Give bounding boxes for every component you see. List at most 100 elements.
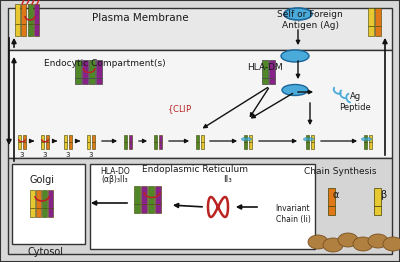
Bar	[129, 142, 132, 149]
Bar	[41, 142, 44, 149]
Text: Chain Synthesis: Chain Synthesis	[304, 167, 376, 177]
Bar	[364, 142, 367, 149]
Bar	[375, 8, 381, 26]
Bar	[30, 190, 35, 208]
Bar	[42, 190, 47, 208]
Bar	[155, 186, 161, 204]
Ellipse shape	[362, 138, 366, 141]
Text: 3: 3	[43, 152, 47, 158]
Bar	[28, 24, 33, 36]
Bar	[87, 135, 90, 142]
Bar	[124, 135, 127, 142]
Bar	[69, 142, 72, 149]
Bar	[36, 208, 41, 217]
Bar	[69, 135, 72, 142]
Bar	[90, 164, 315, 249]
Bar	[48, 208, 53, 217]
Text: II₃: II₃	[224, 176, 232, 184]
Text: Golgi: Golgi	[30, 175, 54, 185]
Bar	[34, 4, 39, 24]
Bar	[311, 135, 314, 142]
Text: HLA-DM: HLA-DM	[247, 63, 283, 73]
Ellipse shape	[281, 50, 309, 62]
Bar	[92, 135, 95, 142]
Bar	[18, 135, 21, 142]
Bar	[369, 142, 372, 149]
Bar	[201, 142, 204, 149]
Bar	[64, 142, 67, 149]
Bar	[134, 186, 140, 204]
Ellipse shape	[284, 8, 312, 20]
Bar	[82, 60, 88, 78]
Bar	[154, 142, 157, 149]
Bar	[8, 158, 392, 254]
Bar	[374, 206, 381, 215]
Bar	[75, 60, 81, 78]
Bar	[249, 135, 252, 142]
Bar	[96, 78, 102, 84]
Bar	[196, 142, 199, 149]
Bar	[89, 60, 95, 78]
Bar	[368, 26, 374, 36]
Bar	[328, 188, 335, 206]
Bar	[34, 24, 39, 36]
Bar	[369, 135, 372, 142]
Bar	[374, 188, 381, 206]
Text: $\mathsf{\{}$CLIP: $\mathsf{\{}$CLIP	[168, 104, 192, 116]
Bar	[262, 78, 268, 84]
Bar	[92, 142, 95, 149]
Text: 3: 3	[20, 152, 24, 158]
Bar	[46, 142, 49, 149]
Bar	[196, 135, 199, 142]
Bar	[262, 60, 268, 78]
Bar	[159, 135, 162, 142]
Bar	[23, 142, 26, 149]
Bar	[124, 142, 127, 149]
Bar	[129, 135, 132, 142]
Bar	[87, 142, 90, 149]
Bar	[269, 60, 275, 78]
Bar	[18, 142, 21, 149]
Bar	[8, 8, 392, 50]
Bar	[28, 4, 33, 24]
Ellipse shape	[338, 233, 358, 247]
Ellipse shape	[242, 138, 246, 141]
Bar	[244, 135, 247, 142]
Bar	[368, 8, 374, 26]
Bar	[364, 135, 367, 142]
Bar	[42, 208, 47, 217]
Text: 3: 3	[89, 152, 93, 158]
Bar	[249, 142, 252, 149]
Bar	[21, 24, 26, 36]
Bar	[89, 78, 95, 84]
Text: Invariant
Chain (Ii): Invariant Chain (Ii)	[276, 204, 310, 224]
Bar	[159, 142, 162, 149]
Bar	[148, 204, 154, 213]
Bar	[306, 142, 309, 149]
Text: Plasma Membrane: Plasma Membrane	[92, 13, 188, 23]
Bar	[30, 208, 35, 217]
Bar	[75, 78, 81, 84]
Text: (αβ)₃II₃: (αβ)₃II₃	[102, 174, 128, 183]
Ellipse shape	[246, 138, 252, 141]
Bar	[82, 78, 88, 84]
Ellipse shape	[383, 237, 400, 251]
Bar	[311, 142, 314, 149]
Bar	[12, 164, 85, 244]
Bar	[36, 190, 41, 208]
Ellipse shape	[353, 237, 373, 251]
Bar	[15, 24, 20, 36]
Bar	[375, 26, 381, 36]
Bar	[328, 206, 335, 215]
Bar	[15, 4, 20, 24]
Bar	[141, 204, 147, 213]
Text: Endocytic Compartment(s): Endocytic Compartment(s)	[44, 59, 166, 68]
Bar	[155, 204, 161, 213]
Ellipse shape	[323, 238, 343, 252]
Bar	[48, 190, 53, 208]
Text: β: β	[380, 190, 386, 200]
Bar	[306, 135, 309, 142]
Bar	[269, 78, 275, 84]
Text: α: α	[333, 190, 339, 200]
Ellipse shape	[304, 138, 308, 141]
